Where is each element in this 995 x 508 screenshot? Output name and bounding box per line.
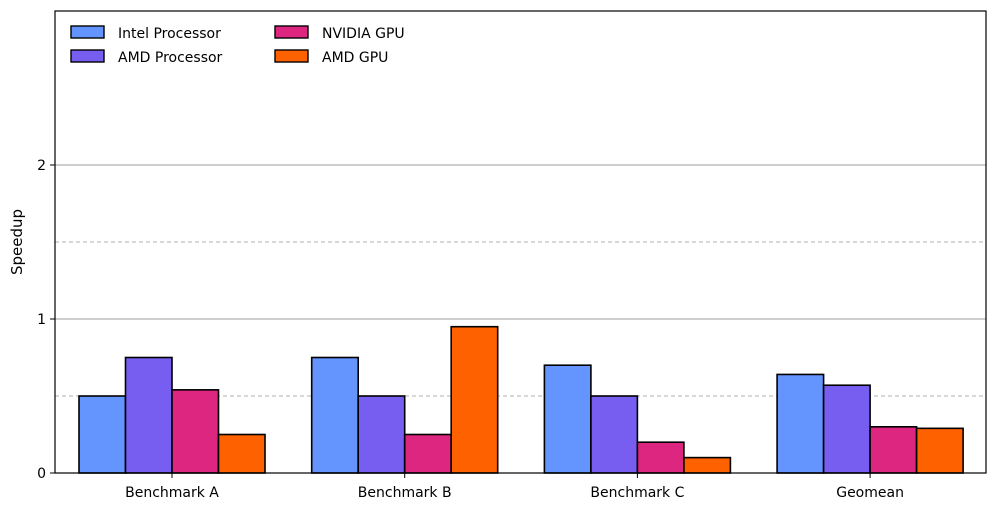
x-tick-label: Geomean [836,485,904,501]
bar [636,441,685,474]
bar [683,456,732,474]
legend: Intel Processor AMD Processor NVIDIA GPU AM… [70,25,405,66]
x-tick-label: Benchmark B [358,485,452,501]
x-axis: Benchmark A Benchmark B Benchmark C Geomean [125,473,904,501]
legend-label: NVIDIA GPU [322,26,405,42]
bar [217,433,266,474]
bar [915,427,964,474]
bar [171,389,220,474]
y-tick-label: 0 [37,466,46,482]
legend-swatch [274,49,309,63]
bar [543,364,592,474]
bar [822,384,871,474]
x-tick-label: Benchmark A [125,485,219,501]
y-axis-label: Speedup [8,209,26,275]
bar [403,433,453,474]
bar [124,356,173,474]
bar [310,356,360,474]
legend-label: AMD GPU [322,50,388,66]
x-tick-label: Benchmark C [590,485,684,501]
bar [590,395,639,474]
y-axis: 0 1 2 [37,158,55,482]
bar [869,425,918,474]
plot-frame [54,10,987,474]
legend-label: AMD Processor [118,50,223,66]
bar [357,395,406,474]
bar [78,395,127,474]
y-tick-label: 2 [37,158,46,174]
bars-layer [78,325,964,474]
bar [450,325,499,474]
y-tick-label: 1 [37,312,46,328]
grid-layer [55,164,986,397]
bar [776,373,825,474]
legend-label: Intel Processor [118,26,221,42]
legend-swatch [274,25,309,39]
legend-swatch [70,25,105,39]
legend-swatch [70,49,105,63]
